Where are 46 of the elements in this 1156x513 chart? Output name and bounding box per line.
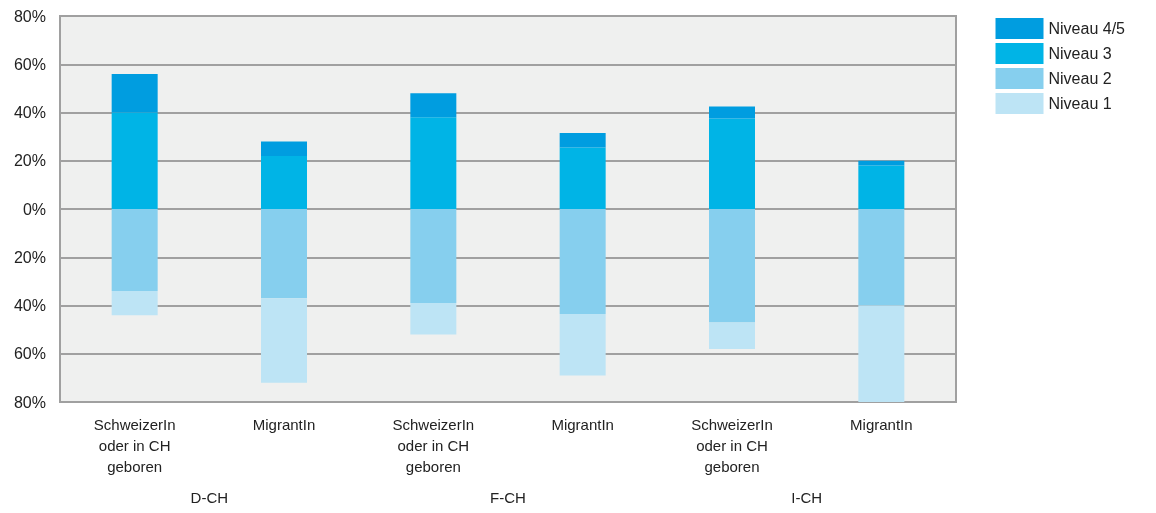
text: D-CH <box>190 489 229 506</box>
bar <box>858 305 905 402</box>
bar <box>858 165 905 209</box>
legend-label: Niveau 1 <box>1048 95 1112 112</box>
y-tick-label: 80% <box>13 7 46 25</box>
bar <box>261 298 307 383</box>
text: F-CH <box>490 489 526 506</box>
bar <box>111 73 158 113</box>
bar <box>261 209 307 299</box>
x-tick-label: MigrantIn <box>850 416 913 433</box>
bar <box>261 155 307 209</box>
bar <box>709 106 755 119</box>
bar <box>410 93 457 118</box>
y-tick-label: 40% <box>13 297 46 314</box>
bar <box>111 209 158 292</box>
bar <box>559 313 606 376</box>
legend-label: Niveau 2 <box>1048 70 1112 87</box>
bar <box>111 291 158 316</box>
bar <box>410 303 457 335</box>
bar <box>559 209 606 314</box>
y-tick-label: 0% <box>22 200 46 218</box>
x-tick-label: SchweizerIn oder in CH geboren <box>93 416 176 475</box>
bar <box>858 160 905 166</box>
bar <box>709 118 755 209</box>
x-tick-label: MigrantIn <box>551 416 614 433</box>
bar <box>410 117 457 209</box>
x-tick-label: MigrantIn <box>252 416 316 433</box>
bar <box>261 141 307 156</box>
bar <box>858 209 905 306</box>
bar <box>559 133 606 148</box>
x-tick-label: SchweizerIn oder in CH geboren <box>392 416 475 475</box>
y-tick-label: 80% <box>13 393 46 411</box>
bar <box>410 209 457 304</box>
x-tick-label: SchweizerIn oder in CH geboren <box>691 416 773 475</box>
bar <box>709 322 755 349</box>
bar <box>559 147 606 209</box>
bar <box>111 112 158 209</box>
y-tick-label: 60% <box>13 55 46 73</box>
y-tick-label: 20% <box>13 152 46 170</box>
y-tick-label: 20% <box>13 248 46 266</box>
text: I-CH <box>791 489 823 506</box>
legend-label: Niveau 4/5 <box>1048 20 1126 37</box>
legend-label: Niveau 3 <box>1048 45 1112 62</box>
y-tick-label: 60% <box>13 345 46 363</box>
bar <box>709 209 755 323</box>
y-tick-label: 40% <box>13 104 46 121</box>
